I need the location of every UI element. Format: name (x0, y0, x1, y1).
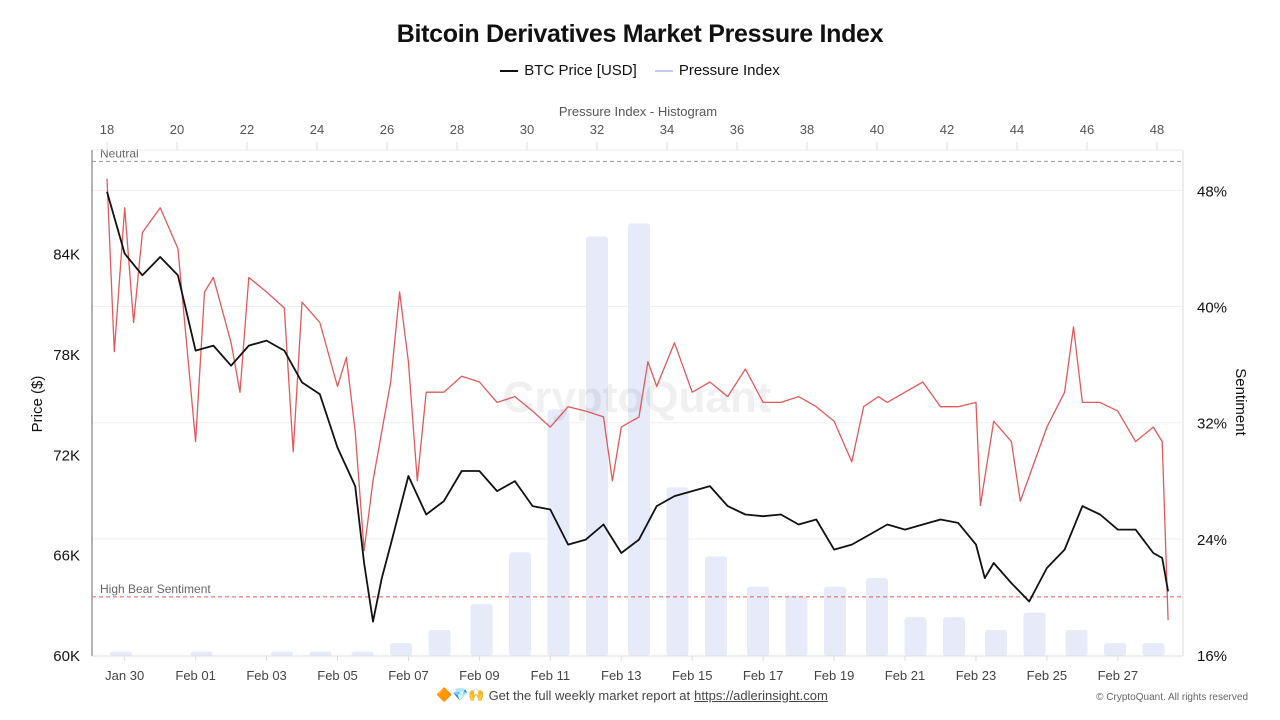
y-right-tick-label: 40% (1197, 300, 1227, 317)
footer: 🔶💎🙌 Get the full weekly market report at… (436, 687, 828, 703)
reference-line-label: Neutral (100, 146, 139, 160)
histogram-bar (547, 409, 570, 656)
histogram-bar (785, 595, 808, 656)
histogram-bar (428, 630, 451, 656)
watermark: CryptoQuant (503, 373, 772, 422)
histogram-bar (705, 556, 727, 656)
histogram-bar (470, 604, 493, 656)
axes: 18 20 22 24 26 28 30 32 34 36 38 40 42 44 46 48 Jan 30 Fe… (53, 122, 1227, 683)
histogram-x-tick-label: 24 (310, 122, 324, 137)
y-left-tick-label: 72K (53, 447, 80, 464)
x-tick-label: Feb 01 (175, 668, 215, 683)
x-tick-label: Feb 21 (885, 668, 925, 683)
histogram-x-tick-label: 26 (380, 122, 394, 137)
chart-title: Bitcoin Derivatives Market Pressure Inde… (396, 20, 884, 48)
histogram-bar (390, 643, 412, 656)
y-left-tick-label: 60K (53, 648, 80, 665)
histogram-bar (1142, 643, 1165, 656)
legend-label-btc-price: BTC Price [USD] (524, 62, 637, 79)
histogram-bar (985, 630, 1007, 656)
x-tick-label: Feb 15 (672, 668, 712, 683)
histogram-bar (866, 578, 888, 656)
histogram-bar (351, 651, 374, 656)
legend-item-pressure-index[interactable]: Pressure Index (654, 62, 780, 79)
y-right-tick-label: 48% (1197, 183, 1227, 200)
sentiment-line (106, 178, 1169, 621)
reference-line-label: High Bear Sentiment (100, 582, 211, 596)
histogram-bar (190, 651, 213, 656)
histogram-bars (110, 223, 1165, 656)
series-lines (106, 178, 1169, 623)
y-left-label: Price ($) (29, 376, 46, 433)
copyright: © CryptoQuant. All rights reserved (1096, 692, 1248, 703)
histogram-bar (666, 487, 689, 656)
legend-swatch-btc-price (500, 69, 519, 72)
histogram-x-tick-label: 18 (100, 122, 114, 137)
legend-swatch-pressure-index (654, 69, 673, 72)
histogram-x-tick-label: 36 (730, 122, 744, 137)
x-tick-label: Feb 27 (1098, 668, 1138, 683)
histogram-x-tick-label: 32 (590, 122, 604, 137)
x-tick-label: Feb 17 (743, 668, 783, 683)
x-tick-label: Feb 05 (317, 668, 357, 683)
x-tick-label: Feb 07 (388, 668, 428, 683)
legend-item-btc-price[interactable]: BTC Price [USD] (500, 62, 637, 79)
histogram-x-tick-label: 48 (1150, 122, 1164, 137)
histogram-bar (271, 651, 293, 656)
histogram-bar (1065, 630, 1088, 656)
y-right-tick-label: 24% (1197, 532, 1227, 549)
x-tick-label: Feb 03 (246, 668, 286, 683)
histogram-bar (110, 651, 132, 656)
legend-label-pressure-index: Pressure Index (678, 62, 780, 79)
histogram-bar (309, 651, 332, 656)
histogram-x-tick-label: 34 (660, 122, 674, 137)
histogram-x-tick-label: 28 (450, 122, 464, 137)
histogram-bar (904, 617, 927, 656)
y-right-tick-label: 16% (1197, 648, 1227, 665)
y-left-tick-label: 78K (53, 347, 80, 364)
histogram-bar (824, 586, 846, 656)
histogram-x-tick-label: 30 (520, 122, 534, 137)
histogram-title: Pressure Index - Histogram (559, 104, 717, 119)
y-left-tick-label: 66K (53, 548, 80, 565)
legend: BTC Price [USD] Pressure Index (0, 62, 1280, 79)
histogram-x-tick-label: 46 (1080, 122, 1094, 137)
histogram-bar (943, 617, 965, 656)
footer-text: Get the full weekly market report at (488, 687, 691, 703)
report-link[interactable]: https://adlerinsight.com (694, 687, 828, 703)
x-tick-label: Feb 19 (814, 668, 854, 683)
histogram-x-tick-label: 20 (170, 122, 184, 137)
histogram-bar (509, 552, 531, 656)
histogram-bar (747, 586, 769, 656)
y-left-tick-label: 84K (53, 247, 80, 264)
histogram-x-tick-label: 22 (240, 122, 254, 137)
histogram-bar (1104, 643, 1126, 656)
x-tick-label: Feb 25 (1027, 668, 1067, 683)
x-tick-label: Feb 23 (956, 668, 996, 683)
x-tick-label: Feb 11 (531, 668, 571, 683)
histogram-x-tick-label: 38 (800, 122, 814, 137)
histogram-x-tick-label: 44 (1010, 122, 1024, 137)
y-right-tick-label: 32% (1197, 416, 1227, 433)
emoji-icons: 🔶💎🙌 (436, 687, 485, 702)
x-tick-label: Feb 13 (601, 668, 641, 683)
histogram-bar (628, 223, 650, 656)
histogram-x-tick-label: 42 (940, 122, 954, 137)
histogram-bar (586, 236, 608, 656)
histogram-bar (1023, 612, 1046, 656)
y-right-label: Sentiment (1232, 368, 1249, 436)
x-tick-label: Jan 30 (105, 668, 144, 683)
histogram-x-tick-label: 40 (870, 122, 884, 137)
x-tick-label: Feb 09 (459, 668, 499, 683)
